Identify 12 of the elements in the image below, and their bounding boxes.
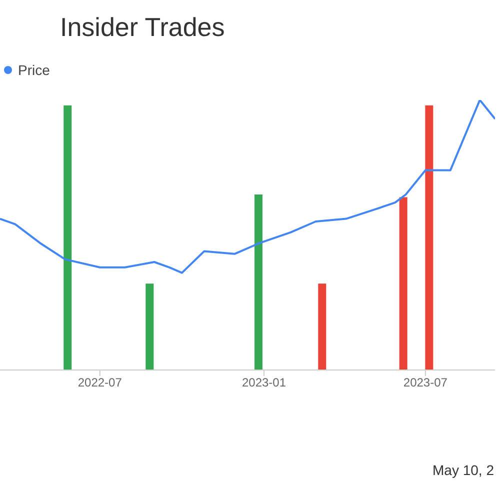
bar [399, 197, 408, 370]
bar [254, 194, 262, 370]
x-tick-label: 2023-01 [242, 376, 286, 390]
legend-label: Price [17, 62, 50, 78]
chart-title: Insider Trades [60, 12, 225, 43]
bar [425, 105, 434, 370]
x-tick-label: 2023-07 [403, 376, 448, 390]
bar [146, 284, 154, 370]
x-tick-label: 2022-07 [78, 376, 122, 390]
bar [64, 105, 72, 370]
bar [318, 284, 326, 370]
text: May 10, 2 [432, 462, 494, 478]
